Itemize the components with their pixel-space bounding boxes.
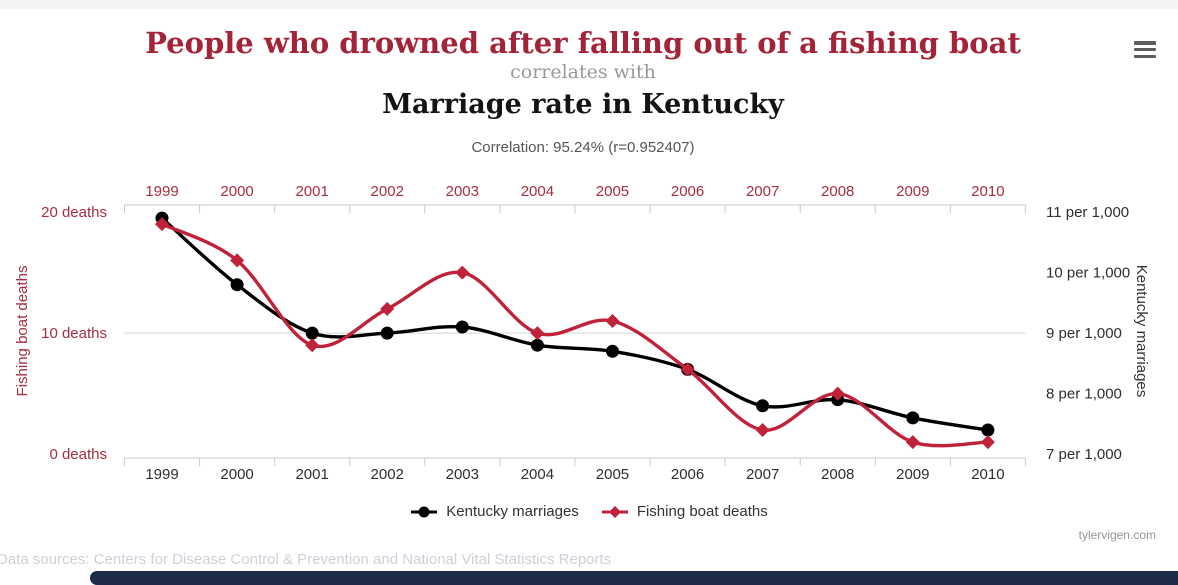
- svg-text:2007: 2007: [746, 183, 779, 200]
- svg-text:2006: 2006: [671, 466, 704, 483]
- svg-text:2009: 2009: [896, 183, 929, 200]
- svg-text:11 per 1,000: 11 per 1,000: [1046, 204, 1129, 221]
- right-axis-tick-labels: 11 per 1,000 10 per 1,000 9 per 1,000 8 per…: [1046, 204, 1130, 463]
- series-fishing-boat-deaths: [155, 217, 995, 450]
- svg-text:8 per 1,000: 8 per 1,000: [1046, 386, 1122, 403]
- connector-text: correlates with: [510, 61, 656, 83]
- legend-label: Kentucky marriages: [446, 503, 579, 520]
- svg-text:7 per 1,000: 7 per 1,000: [1046, 446, 1122, 463]
- series-kentucky-marriages: [155, 211, 995, 437]
- svg-text:1999: 1999: [145, 466, 178, 483]
- svg-text:2006: 2006: [671, 183, 704, 200]
- legend: Kentucky marriages Fishing boat deaths: [0, 503, 1178, 520]
- svg-text:2000: 2000: [220, 466, 253, 483]
- correlation-text: Correlation: 95.24% (r=0.952407): [471, 139, 695, 156]
- legend-label: Fishing boat deaths: [636, 503, 768, 520]
- menu-bar: [1134, 41, 1156, 45]
- bottom-axis-year-labels: 1999 2000 2001 2002 2003 2004 2005 2006 2007 2008…: [145, 466, 1004, 483]
- top-axis-year-labels: 1999 2000 2001 2002 2003 2004 2005 2006 2007 2008…: [145, 183, 1004, 200]
- svg-text:2007: 2007: [746, 466, 779, 483]
- right-axis-title: Kentucky marriages: [1133, 265, 1150, 398]
- hamburger-menu-icon[interactable]: [1134, 41, 1156, 58]
- footer-bar: [90, 571, 1178, 585]
- svg-text:2001: 2001: [295, 466, 328, 483]
- svg-text:2003: 2003: [446, 466, 479, 483]
- title-variable-1: People who drowned after falling out of …: [145, 26, 1021, 60]
- svg-text:2010: 2010: [971, 183, 1004, 200]
- data-sources-text: Data sources: Centers for Disease Contro…: [0, 551, 612, 568]
- left-axis-title: Fishing boat deaths: [14, 266, 31, 397]
- svg-text:10 per 1,000: 10 per 1,000: [1046, 265, 1130, 282]
- svg-text:0 deaths: 0 deaths: [49, 446, 107, 463]
- svg-text:2005: 2005: [596, 466, 629, 483]
- menu-bar: [1134, 47, 1156, 52]
- left-axis-tick-labels: 20 deaths 10 deaths 0 deaths: [41, 204, 107, 463]
- svg-text:9 per 1,000: 9 per 1,000: [1046, 325, 1122, 342]
- legend-item-fishing-boat-deaths[interactable]: Fishing boat deaths: [601, 503, 768, 520]
- svg-text:2002: 2002: [371, 183, 404, 200]
- svg-text:2008: 2008: [821, 183, 854, 200]
- top-strip: [0, 0, 1178, 9]
- svg-text:2000: 2000: [220, 183, 253, 200]
- svg-text:20 deaths: 20 deaths: [41, 204, 107, 221]
- legend-circle-marker-icon: [411, 506, 438, 517]
- svg-text:2002: 2002: [371, 466, 404, 483]
- svg-text:2005: 2005: [596, 183, 629, 200]
- svg-text:2009: 2009: [896, 466, 929, 483]
- svg-text:2010: 2010: [971, 466, 1004, 483]
- svg-text:2003: 2003: [446, 183, 479, 200]
- menu-bar: [1134, 54, 1156, 58]
- svg-text:1999: 1999: [145, 183, 178, 200]
- plot-border: [124, 204, 1026, 466]
- svg-text:2004: 2004: [521, 183, 554, 200]
- svg-text:2008: 2008: [821, 466, 854, 483]
- svg-text:2001: 2001: [295, 183, 328, 200]
- svg-text:2004: 2004: [521, 466, 554, 483]
- title-variable-2: Marriage rate in Kentucky: [382, 89, 784, 120]
- svg-text:10 deaths: 10 deaths: [41, 325, 107, 342]
- legend-diamond-marker-icon: [601, 505, 628, 518]
- legend-item-kentucky-marriages[interactable]: Kentucky marriages: [410, 503, 579, 520]
- watermark: tylervigen.com: [1078, 528, 1156, 542]
